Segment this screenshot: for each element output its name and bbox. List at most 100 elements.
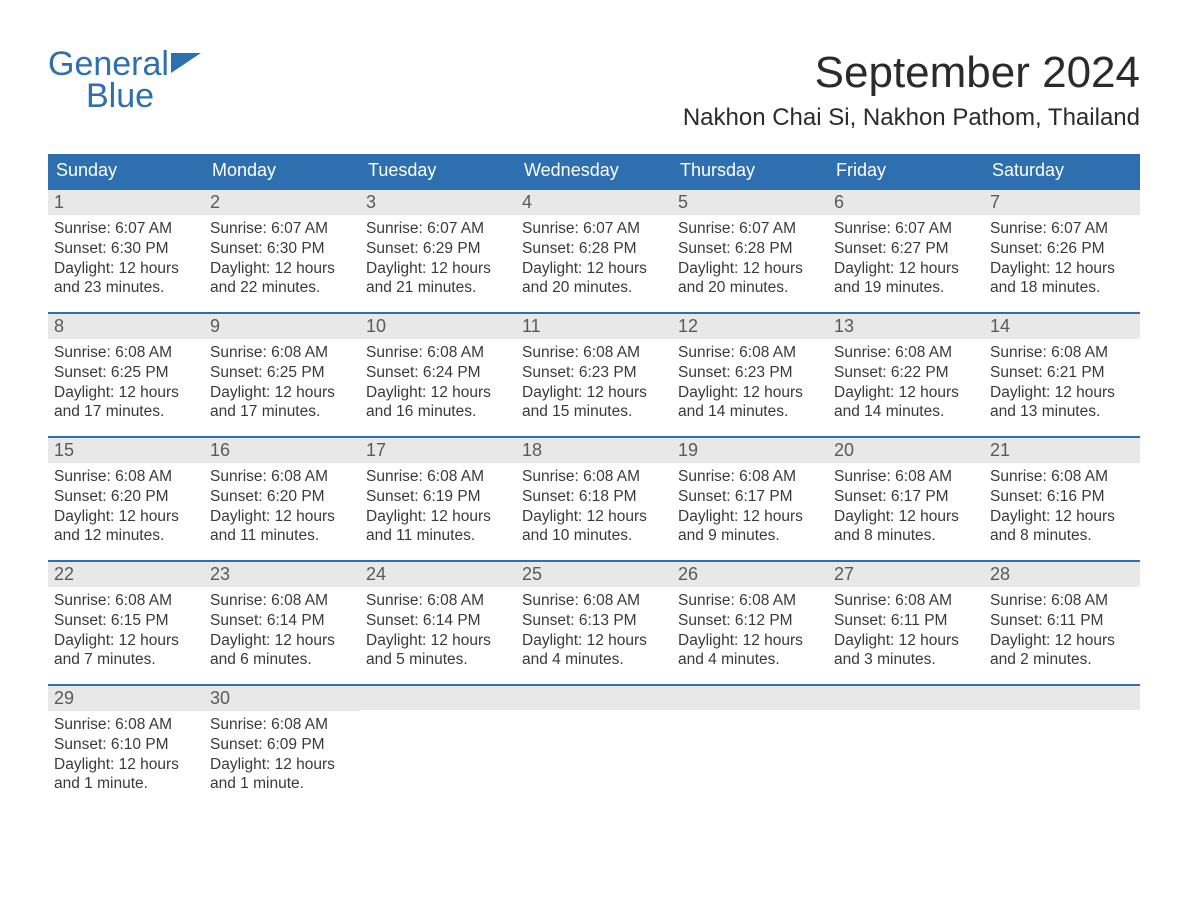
day-body: Sunrise: 6:08 AMSunset: 6:10 PMDaylight:… bbox=[48, 711, 204, 800]
daylight-text: Daylight: 12 hours and 20 minutes. bbox=[678, 259, 822, 299]
weekday-wednesday: Wednesday bbox=[516, 154, 672, 188]
day-body: Sunrise: 6:08 AMSunset: 6:25 PMDaylight:… bbox=[204, 339, 360, 428]
day-number bbox=[672, 686, 828, 710]
daylight-text: Daylight: 12 hours and 23 minutes. bbox=[54, 259, 198, 299]
week-row: 15Sunrise: 6:08 AMSunset: 6:20 PMDayligh… bbox=[48, 436, 1140, 560]
day-number: 25 bbox=[516, 562, 672, 587]
day-number: 18 bbox=[516, 438, 672, 463]
day-body: Sunrise: 6:08 AMSunset: 6:12 PMDaylight:… bbox=[672, 587, 828, 676]
sunrise-text: Sunrise: 6:08 AM bbox=[522, 591, 666, 611]
day-body: Sunrise: 6:08 AMSunset: 6:22 PMDaylight:… bbox=[828, 339, 984, 428]
day-number: 24 bbox=[360, 562, 516, 587]
day-5: 5Sunrise: 6:07 AMSunset: 6:28 PMDaylight… bbox=[672, 190, 828, 312]
day-number bbox=[984, 686, 1140, 710]
sunset-text: Sunset: 6:17 PM bbox=[678, 487, 822, 507]
day-number: 11 bbox=[516, 314, 672, 339]
daylight-text: Daylight: 12 hours and 11 minutes. bbox=[210, 507, 354, 547]
day-24: 24Sunrise: 6:08 AMSunset: 6:14 PMDayligh… bbox=[360, 562, 516, 684]
sunset-text: Sunset: 6:20 PM bbox=[54, 487, 198, 507]
day-22: 22Sunrise: 6:08 AMSunset: 6:15 PMDayligh… bbox=[48, 562, 204, 684]
sunset-text: Sunset: 6:22 PM bbox=[834, 363, 978, 383]
day-6: 6Sunrise: 6:07 AMSunset: 6:27 PMDaylight… bbox=[828, 190, 984, 312]
day-body: Sunrise: 6:08 AMSunset: 6:20 PMDaylight:… bbox=[204, 463, 360, 552]
daylight-text: Daylight: 12 hours and 8 minutes. bbox=[834, 507, 978, 547]
daylight-text: Daylight: 12 hours and 21 minutes. bbox=[366, 259, 510, 299]
daylight-text: Daylight: 12 hours and 9 minutes. bbox=[678, 507, 822, 547]
day-number: 29 bbox=[48, 686, 204, 711]
day-body: Sunrise: 6:07 AMSunset: 6:30 PMDaylight:… bbox=[204, 215, 360, 304]
sunrise-text: Sunrise: 6:08 AM bbox=[54, 343, 198, 363]
sunrise-text: Sunrise: 6:08 AM bbox=[210, 591, 354, 611]
day-number: 15 bbox=[48, 438, 204, 463]
day-number: 1 bbox=[48, 190, 204, 215]
day-number: 6 bbox=[828, 190, 984, 215]
sunset-text: Sunset: 6:26 PM bbox=[990, 239, 1134, 259]
sunrise-text: Sunrise: 6:07 AM bbox=[990, 219, 1134, 239]
day-26: 26Sunrise: 6:08 AMSunset: 6:12 PMDayligh… bbox=[672, 562, 828, 684]
weekday-sunday: Sunday bbox=[48, 154, 204, 188]
sunrise-text: Sunrise: 6:08 AM bbox=[678, 343, 822, 363]
daylight-text: Daylight: 12 hours and 1 minute. bbox=[54, 755, 198, 795]
sunset-text: Sunset: 6:27 PM bbox=[834, 239, 978, 259]
day-body: Sunrise: 6:07 AMSunset: 6:27 PMDaylight:… bbox=[828, 215, 984, 304]
daylight-text: Daylight: 12 hours and 7 minutes. bbox=[54, 631, 198, 671]
daylight-text: Daylight: 12 hours and 17 minutes. bbox=[54, 383, 198, 423]
sunset-text: Sunset: 6:10 PM bbox=[54, 735, 198, 755]
sunset-text: Sunset: 6:28 PM bbox=[678, 239, 822, 259]
day-29: 29Sunrise: 6:08 AMSunset: 6:10 PMDayligh… bbox=[48, 686, 204, 808]
day-13: 13Sunrise: 6:08 AMSunset: 6:22 PMDayligh… bbox=[828, 314, 984, 436]
weekday-saturday: Saturday bbox=[984, 154, 1140, 188]
day-body: Sunrise: 6:08 AMSunset: 6:21 PMDaylight:… bbox=[984, 339, 1140, 428]
calendar: SundayMondayTuesdayWednesdayThursdayFrid… bbox=[48, 154, 1140, 808]
sunrise-text: Sunrise: 6:08 AM bbox=[210, 715, 354, 735]
sunrise-text: Sunrise: 6:07 AM bbox=[210, 219, 354, 239]
flag-icon bbox=[171, 48, 201, 80]
day-12: 12Sunrise: 6:08 AMSunset: 6:23 PMDayligh… bbox=[672, 314, 828, 436]
day-30: 30Sunrise: 6:08 AMSunset: 6:09 PMDayligh… bbox=[204, 686, 360, 808]
daylight-text: Daylight: 12 hours and 12 minutes. bbox=[54, 507, 198, 547]
day-number: 12 bbox=[672, 314, 828, 339]
sunset-text: Sunset: 6:20 PM bbox=[210, 487, 354, 507]
day-number: 21 bbox=[984, 438, 1140, 463]
sunset-text: Sunset: 6:25 PM bbox=[210, 363, 354, 383]
sunset-text: Sunset: 6:28 PM bbox=[522, 239, 666, 259]
sunrise-text: Sunrise: 6:08 AM bbox=[678, 591, 822, 611]
day-number bbox=[516, 686, 672, 710]
day-body: Sunrise: 6:07 AMSunset: 6:28 PMDaylight:… bbox=[516, 215, 672, 304]
day-27: 27Sunrise: 6:08 AMSunset: 6:11 PMDayligh… bbox=[828, 562, 984, 684]
daylight-text: Daylight: 12 hours and 15 minutes. bbox=[522, 383, 666, 423]
day-body: Sunrise: 6:08 AMSunset: 6:25 PMDaylight:… bbox=[48, 339, 204, 428]
location: Nakhon Chai Si, Nakhon Pathom, Thailand bbox=[683, 104, 1140, 132]
daylight-text: Daylight: 12 hours and 2 minutes. bbox=[990, 631, 1134, 671]
sunrise-text: Sunrise: 6:08 AM bbox=[990, 343, 1134, 363]
sunset-text: Sunset: 6:13 PM bbox=[522, 611, 666, 631]
day-number: 19 bbox=[672, 438, 828, 463]
sunset-text: Sunset: 6:12 PM bbox=[678, 611, 822, 631]
week-row: 22Sunrise: 6:08 AMSunset: 6:15 PMDayligh… bbox=[48, 560, 1140, 684]
day-3: 3Sunrise: 6:07 AMSunset: 6:29 PMDaylight… bbox=[360, 190, 516, 312]
day-number: 8 bbox=[48, 314, 204, 339]
week-row: 1Sunrise: 6:07 AMSunset: 6:30 PMDaylight… bbox=[48, 188, 1140, 312]
day-body: Sunrise: 6:07 AMSunset: 6:30 PMDaylight:… bbox=[48, 215, 204, 304]
weekday-monday: Monday bbox=[204, 154, 360, 188]
sunset-text: Sunset: 6:30 PM bbox=[54, 239, 198, 259]
day-number: 7 bbox=[984, 190, 1140, 215]
weekday-header: SundayMondayTuesdayWednesdayThursdayFrid… bbox=[48, 154, 1140, 188]
logo-line2: Blue bbox=[48, 80, 201, 112]
day-body: Sunrise: 6:08 AMSunset: 6:23 PMDaylight:… bbox=[516, 339, 672, 428]
empty-day bbox=[672, 686, 828, 808]
day-body: Sunrise: 6:08 AMSunset: 6:23 PMDaylight:… bbox=[672, 339, 828, 428]
sunrise-text: Sunrise: 6:07 AM bbox=[54, 219, 198, 239]
day-9: 9Sunrise: 6:08 AMSunset: 6:25 PMDaylight… bbox=[204, 314, 360, 436]
empty-day bbox=[516, 686, 672, 808]
daylight-text: Daylight: 12 hours and 14 minutes. bbox=[834, 383, 978, 423]
sunset-text: Sunset: 6:09 PM bbox=[210, 735, 354, 755]
day-body: Sunrise: 6:07 AMSunset: 6:28 PMDaylight:… bbox=[672, 215, 828, 304]
sunrise-text: Sunrise: 6:08 AM bbox=[54, 591, 198, 611]
sunset-text: Sunset: 6:30 PM bbox=[210, 239, 354, 259]
day-2: 2Sunrise: 6:07 AMSunset: 6:30 PMDaylight… bbox=[204, 190, 360, 312]
daylight-text: Daylight: 12 hours and 20 minutes. bbox=[522, 259, 666, 299]
sunset-text: Sunset: 6:18 PM bbox=[522, 487, 666, 507]
day-number: 26 bbox=[672, 562, 828, 587]
day-17: 17Sunrise: 6:08 AMSunset: 6:19 PMDayligh… bbox=[360, 438, 516, 560]
